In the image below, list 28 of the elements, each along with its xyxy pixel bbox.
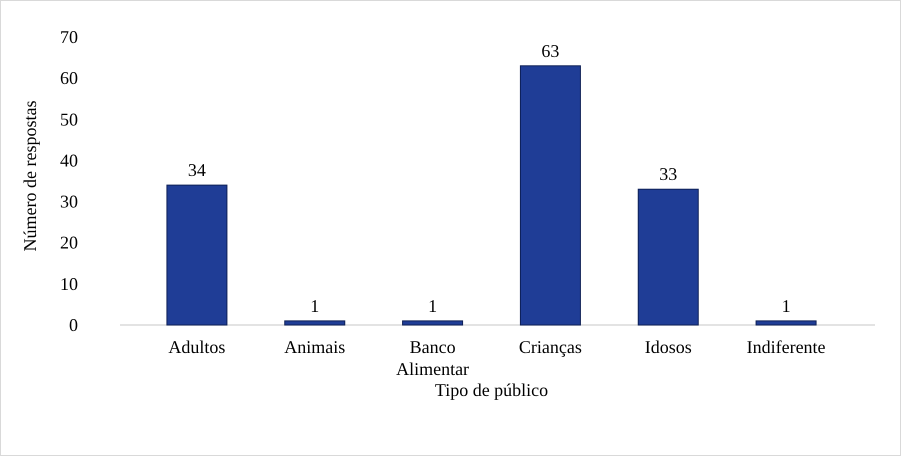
y-tick-label: 70 (60, 27, 78, 47)
data-label: 1 (428, 296, 438, 316)
x-tick-label: Adultos (168, 337, 226, 357)
data-label: 63 (541, 40, 560, 61)
x-tick-label: Animais (284, 337, 346, 357)
data-label: 34 (188, 160, 206, 180)
bar (166, 184, 228, 326)
data-label: 33 (659, 164, 678, 184)
x-tick-label: Indiferente (746, 337, 826, 357)
y-tick-label: 20 (60, 232, 78, 253)
bar (756, 320, 817, 326)
x-tick-label: Idosos (644, 337, 692, 357)
bar (638, 188, 699, 326)
x-tick-label: Crianças (518, 337, 582, 357)
y-tick-label: 0 (69, 315, 78, 335)
y-tick-label: 50 (60, 109, 78, 130)
y-tick-label: 10 (60, 274, 78, 294)
x-tick-label: Banco Alimentar (396, 337, 470, 379)
bar (284, 320, 346, 326)
y-tick-label: 60 (60, 68, 78, 88)
y-axis-title: Número de respostas (20, 100, 40, 252)
bar (520, 65, 581, 326)
data-label: 1 (310, 296, 320, 316)
x-axis-title: Tipo de público (434, 380, 548, 400)
data-label: 1 (782, 296, 791, 316)
y-tick-label: 30 (60, 192, 78, 212)
bar (402, 320, 464, 326)
y-tick-label: 40 (60, 150, 78, 170)
